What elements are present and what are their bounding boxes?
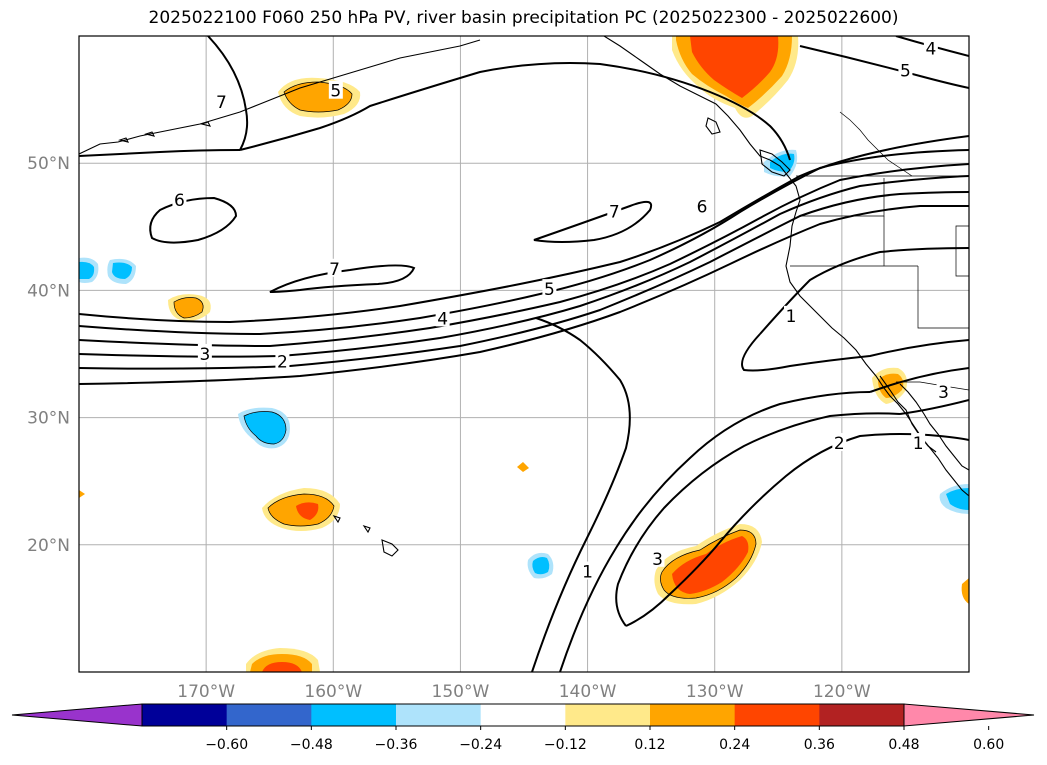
pv-contour-label: 3 [199, 345, 210, 365]
pv-contour-label: 5 [900, 61, 911, 81]
pv-label-bg [580, 561, 595, 580]
colorbar-frame [141, 703, 905, 727]
pv-contour-label: 3 [938, 383, 949, 403]
pv-label-bg [695, 196, 709, 215]
precip-shading [79, 36, 969, 672]
lat-tick-label: 50°N [27, 154, 70, 174]
lon-tick-label: 150°W [432, 682, 490, 702]
lon-tick-label: 160°W [304, 682, 362, 702]
pv-label-bg [923, 38, 938, 57]
pv-label-bg [607, 201, 622, 220]
lat-tick-label: 40°N [27, 281, 70, 301]
pv-label-bg [650, 548, 665, 567]
lat-tick-label: 20°N [27, 536, 70, 556]
pv-label-bg [328, 80, 343, 99]
pv-label-bg [197, 344, 212, 362]
colorbar-segment [226, 704, 312, 726]
pv-label-bg [898, 60, 913, 79]
longitude-labels: 170°W 160°W 150°W 140°W 130°W 120°W [177, 682, 871, 702]
colorbar-tick-label: −0.48 [290, 737, 333, 753]
pv-contour-label: 2 [277, 353, 288, 373]
pv-contour-label: 1 [786, 307, 797, 327]
colorbar-tick-label: 0.48 [888, 737, 919, 753]
colorbar-tick-label: 0.36 [804, 737, 835, 753]
colorbar: −0.60 −0.48 −0.36 −0.24 −0.12 0.12 0.24 0.36 0.4… [11, 703, 1035, 753]
pv-contour-label: 6 [697, 197, 708, 217]
map-frame [78, 35, 970, 673]
pv-contour-label: 5 [544, 280, 555, 300]
coastlines [79, 36, 969, 557]
colorbar-segment [650, 704, 736, 726]
pv-contour-label: 5 [330, 82, 341, 102]
colorbar-segment [480, 704, 566, 726]
colorbar-extend-low [11, 703, 143, 727]
pv-label-bg [936, 382, 951, 401]
lon-tick-label: 130°W [686, 682, 744, 702]
lon-tick-label: 170°W [177, 682, 235, 702]
lat-tick-label: 30°N [27, 409, 70, 429]
colorbar-segment [565, 704, 651, 726]
precip-outlines [173, 81, 757, 599]
pv-label-bg [542, 279, 557, 298]
lon-tick-label: 140°W [559, 682, 617, 702]
colorbar-tick-label: −0.24 [459, 737, 502, 753]
pv-label-bg [275, 351, 290, 370]
colorbar-tick-label: 0.12 [634, 737, 665, 753]
pv-contours [79, 36, 969, 672]
colorbar-tick-label: 0.60 [973, 737, 1004, 753]
latitude-labels: 20°N 30°N 40°N 50°N [27, 154, 70, 556]
pv-label-bg [784, 305, 798, 324]
colorbar-segment [311, 704, 397, 726]
pv-label-bg [435, 308, 450, 327]
pv-contour-label: 6 [174, 191, 185, 211]
colorbar-tick-label: −0.36 [375, 737, 418, 753]
colorbar-segment [396, 704, 482, 726]
colorbar-segment [819, 704, 905, 726]
chart-title: 2025022100 F060 250 hPa PV, river basin … [148, 8, 899, 28]
colorbar-segment [142, 704, 228, 726]
pv-label-bg [832, 433, 847, 452]
lon-tick-label: 120°W [813, 682, 871, 702]
pv-label-bg [214, 92, 229, 111]
pv-contour-label: 7 [329, 260, 340, 280]
pv-contour-label: 2 [834, 434, 845, 454]
graticule [79, 36, 969, 672]
political-borders [790, 111, 969, 391]
pv-label-bg [172, 190, 187, 209]
pv-label-bg [327, 258, 342, 277]
pv-contour-label: 4 [437, 309, 448, 329]
colorbar-tick-label: −0.60 [205, 737, 248, 753]
colorbar-segment [734, 704, 820, 726]
pv-label-bg [911, 433, 926, 452]
colorbar-tick-label: −0.12 [544, 737, 587, 753]
colorbar-extend-high [903, 703, 1035, 727]
colorbar-tick-label: 0.24 [719, 737, 750, 753]
pv-contour-label: 1 [582, 563, 593, 583]
pv-contour-label: 3 [652, 550, 663, 570]
pv-contour-label: 4 [925, 40, 936, 60]
pv-contour-label: 1 [913, 434, 924, 454]
pv-contour-label: 7 [216, 93, 227, 113]
pv-contour-label: 7 [609, 203, 620, 223]
